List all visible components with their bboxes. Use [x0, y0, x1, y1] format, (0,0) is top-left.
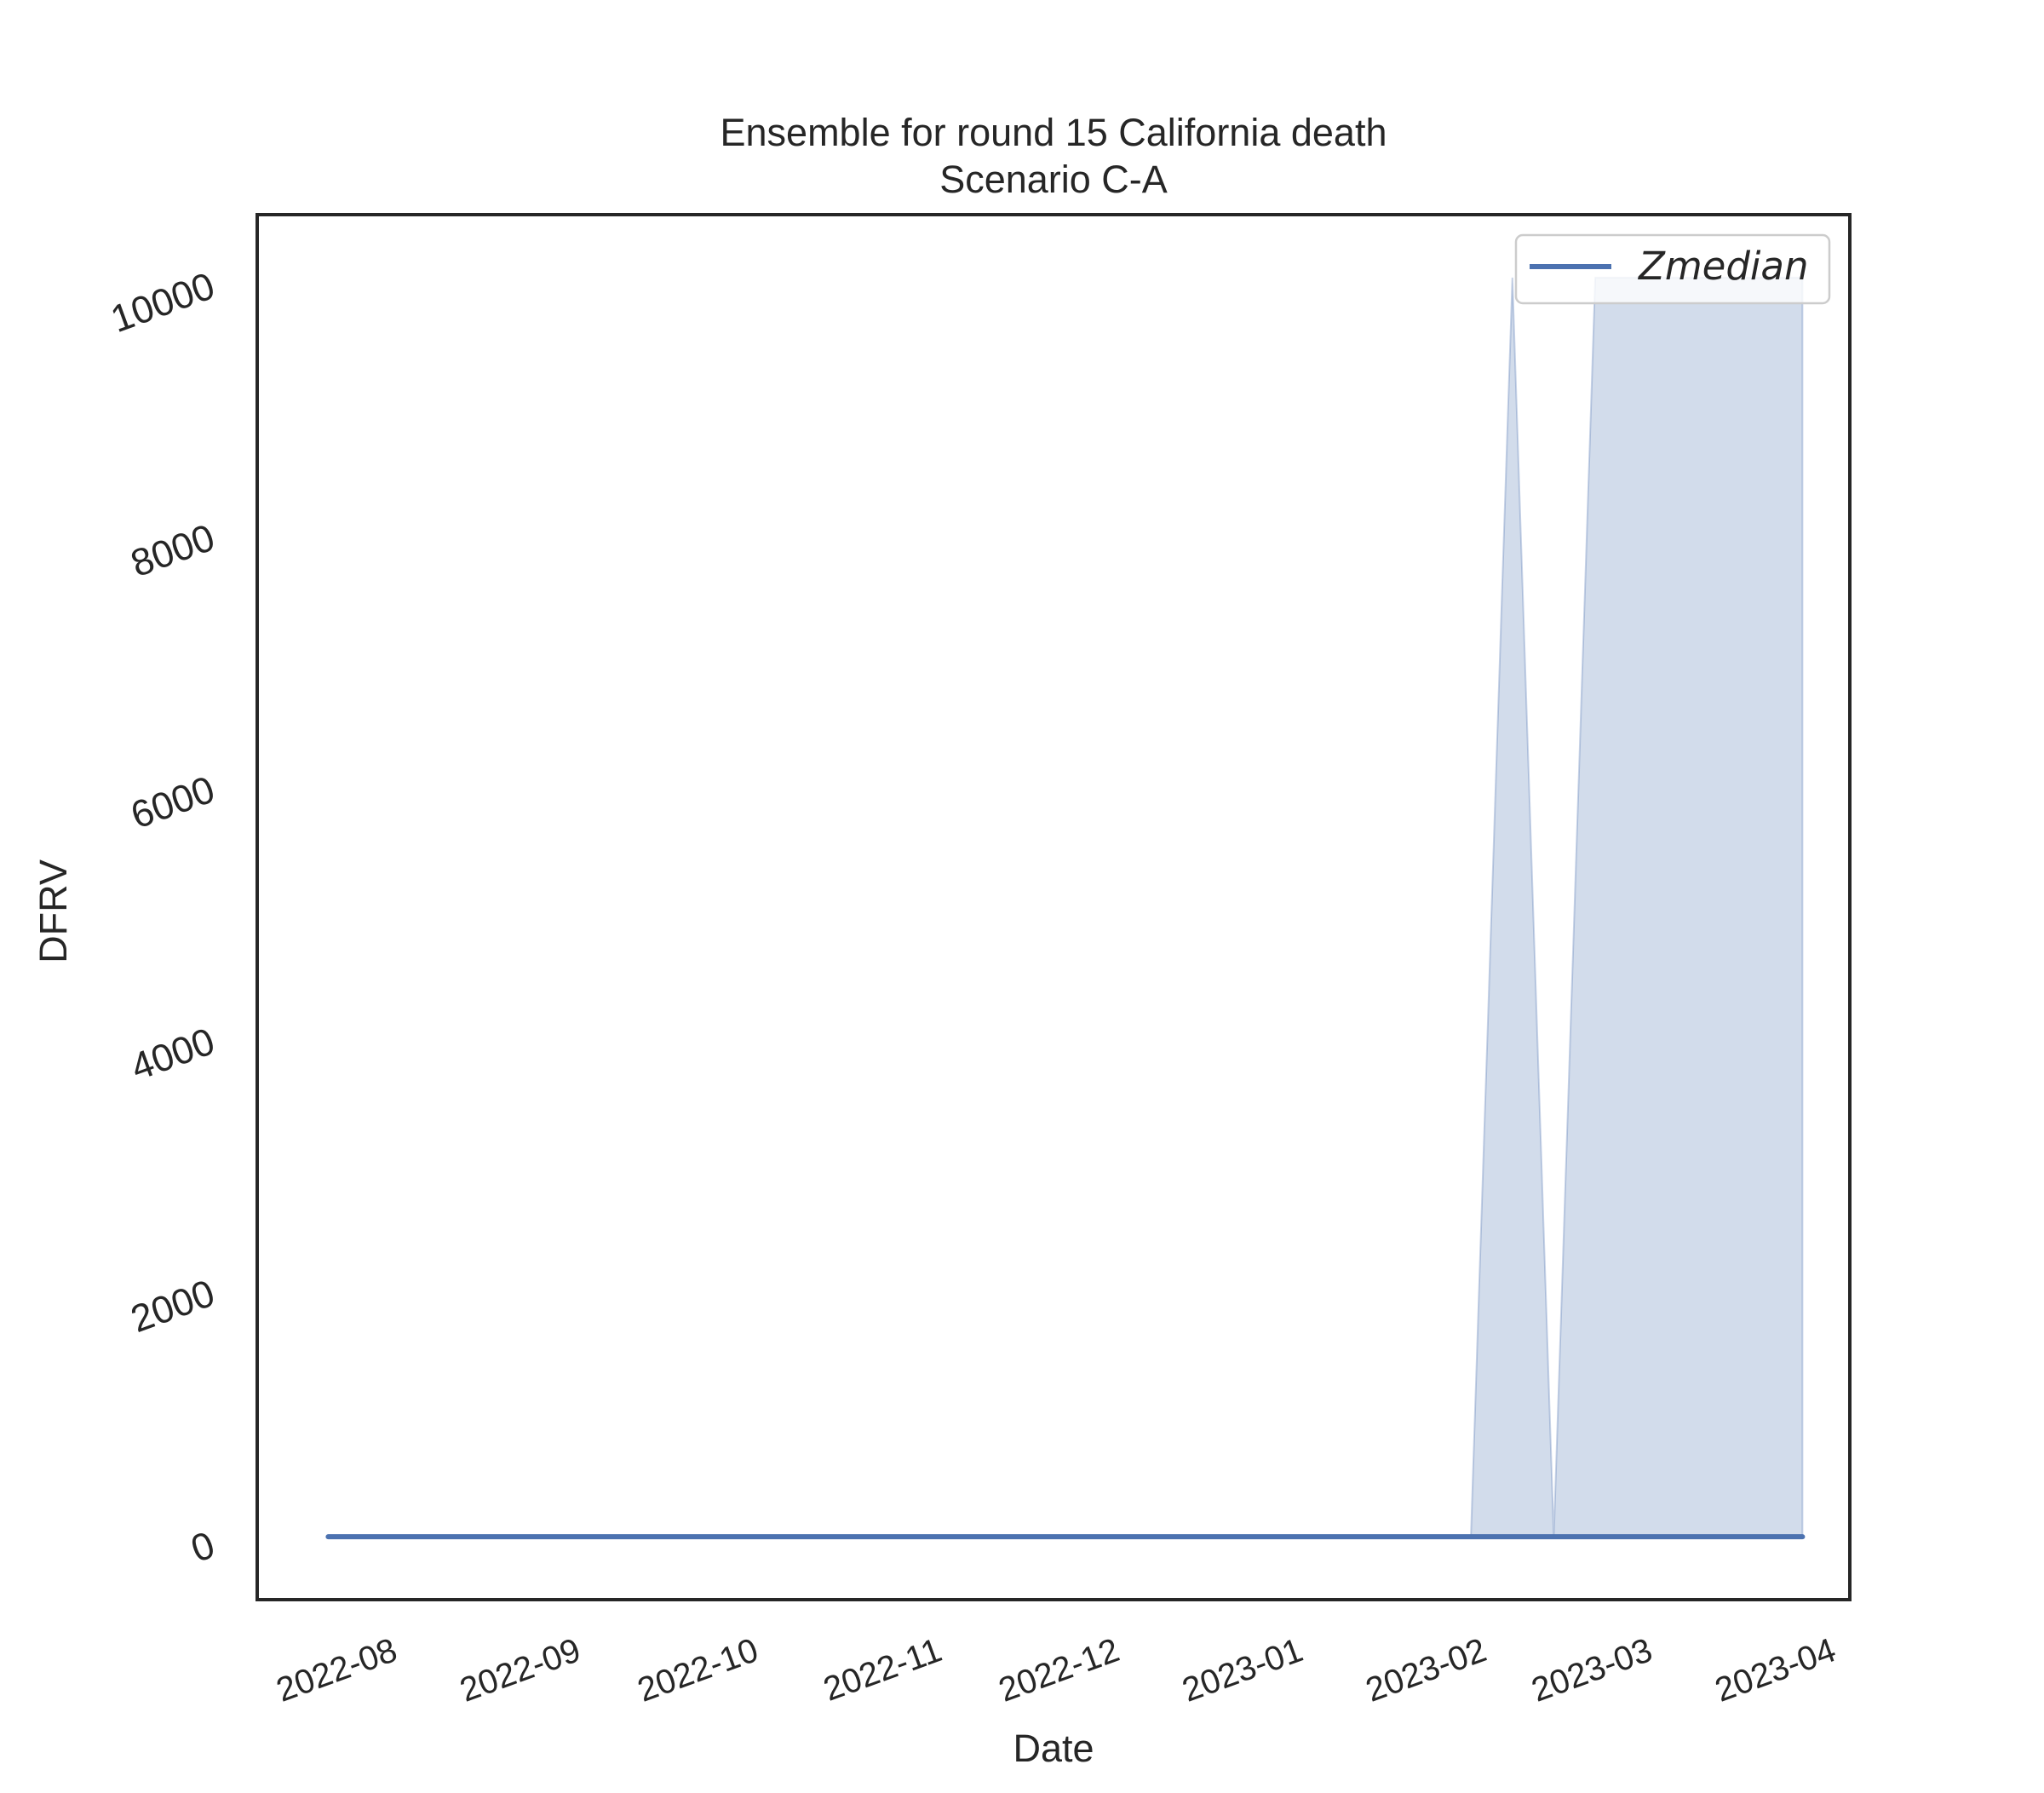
chart-subtitle: Scenario C-A: [939, 158, 1168, 201]
y-axis-label: DFRV: [32, 859, 75, 963]
axes-frame: [256, 213, 1852, 1601]
chart-title: Ensemble for round 15 California death: [721, 111, 1387, 154]
legend-box: [1514, 233, 1831, 305]
plot-area: [325, 276, 1806, 1540]
legend-label-zmedian: Zmedian: [1638, 244, 1809, 289]
legend: Zmedian: [1514, 233, 1831, 305]
x-axis-label: Date: [1013, 1727, 1094, 1770]
